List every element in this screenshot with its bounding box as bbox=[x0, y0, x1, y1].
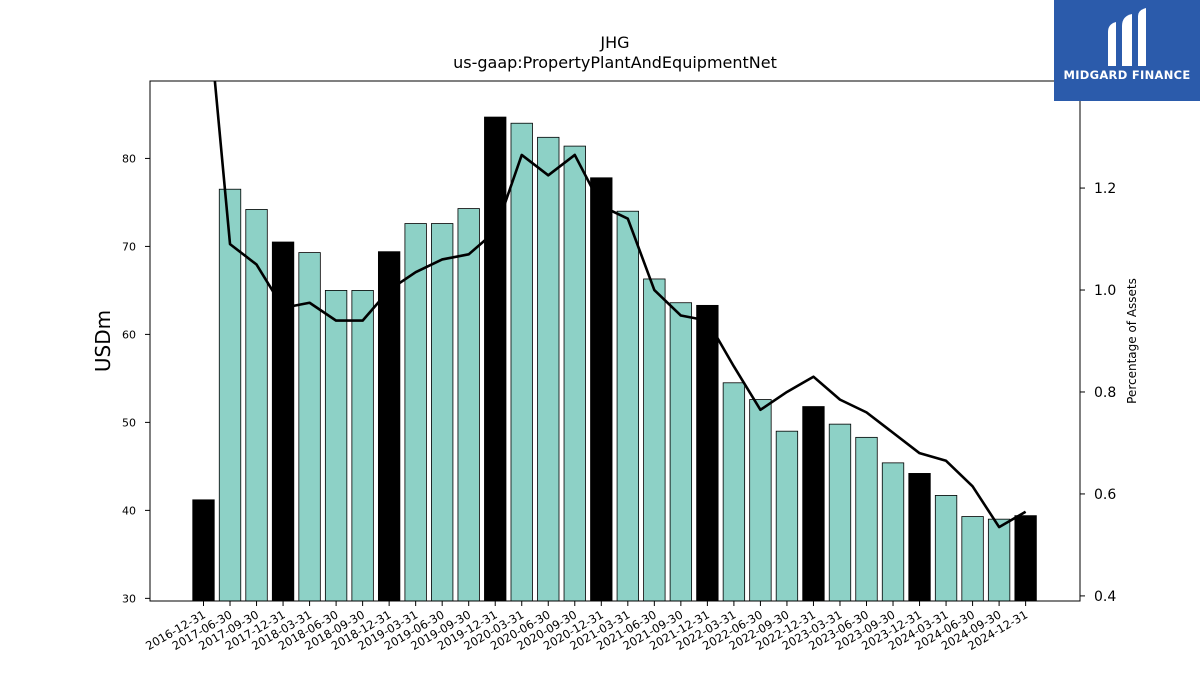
y-tick-label: 60 bbox=[122, 328, 136, 341]
y-axis-right: 0.4 0.6 0.8 1.0 1.2 bbox=[1080, 181, 1116, 605]
y2-tick-label: 0.6 bbox=[1094, 487, 1116, 503]
chart-subtitle: us-gaap:PropertyPlantAndEquipmentNet bbox=[453, 53, 777, 72]
bar-2024-06-30 bbox=[961, 516, 984, 602]
bar-2024-12-31 bbox=[1014, 515, 1037, 602]
bar-2024-09-30 bbox=[987, 518, 1011, 602]
y-tick-label: 80 bbox=[122, 152, 136, 165]
bar-2021-09-30 bbox=[669, 302, 693, 602]
brand-name: MIDGARD FINANCE bbox=[1063, 68, 1191, 82]
bar-2018-12-31 bbox=[377, 251, 401, 602]
bar-2020-12-31 bbox=[590, 177, 613, 602]
bar-2021-06-30 bbox=[643, 278, 666, 602]
bar-2023-03-31 bbox=[828, 423, 852, 602]
line-layer bbox=[213, 81, 1027, 529]
x-axis: 2016-12-312017-06-302017-09-302017-12-31… bbox=[143, 601, 1030, 653]
y-axis-left: 30 40 50 60 70 80 bbox=[122, 152, 150, 605]
y2-axis-label: Percentage of Assets bbox=[1125, 278, 1139, 404]
bar-2016-12-31 bbox=[192, 499, 215, 602]
midgard-logo-icon bbox=[1108, 8, 1146, 66]
plot-frame bbox=[149, 80, 1081, 602]
bar-2023-12-31 bbox=[908, 473, 931, 602]
bar-2024-03-31 bbox=[934, 495, 958, 602]
y-tick-label: 50 bbox=[122, 416, 136, 429]
y-tick-label: 30 bbox=[122, 592, 136, 605]
bar-2021-12-31 bbox=[696, 304, 719, 602]
y-axis-label: USDm bbox=[91, 310, 115, 372]
bar-2022-09-30 bbox=[775, 430, 799, 602]
percentage-line bbox=[213, 81, 1027, 529]
bar-2021-03-31 bbox=[616, 210, 639, 602]
bar-2019-03-31 bbox=[404, 223, 427, 602]
bar-2023-09-30 bbox=[881, 462, 905, 602]
bar-2019-06-30 bbox=[431, 223, 454, 602]
y-tick-label: 40 bbox=[122, 504, 136, 517]
chart-title: JHG bbox=[599, 33, 629, 52]
bar-2020-03-31 bbox=[510, 122, 533, 602]
bar-2019-12-31 bbox=[484, 116, 507, 602]
y-tick-label: 70 bbox=[122, 240, 136, 253]
brand-logo: MIDGARD FINANCE bbox=[1054, 0, 1200, 101]
bar-2018-06-30 bbox=[324, 290, 348, 602]
bar-2022-12-31 bbox=[802, 406, 825, 602]
y2-tick-label: 1.0 bbox=[1094, 283, 1116, 299]
bar-2020-06-30 bbox=[537, 136, 560, 602]
bar-2019-09-30 bbox=[457, 208, 480, 602]
y2-tick-label: 0.4 bbox=[1094, 589, 1116, 605]
y2-tick-label: 0.8 bbox=[1094, 385, 1116, 401]
bars-layer bbox=[192, 116, 1037, 602]
bar-2022-06-30 bbox=[749, 399, 772, 602]
bar-2018-09-30 bbox=[351, 290, 374, 602]
y2-tick-label: 1.2 bbox=[1094, 181, 1116, 197]
bar-2020-09-30 bbox=[563, 145, 586, 602]
bar-2022-03-31 bbox=[722, 382, 746, 602]
bar-2023-06-30 bbox=[855, 436, 878, 602]
bar-2017-09-30 bbox=[245, 209, 268, 602]
